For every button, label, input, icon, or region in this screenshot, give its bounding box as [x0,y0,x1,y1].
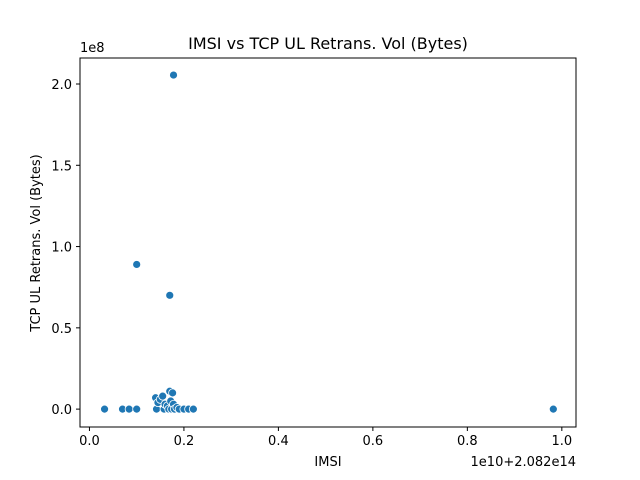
data-point [158,391,168,401]
x-tick-label: 0.8 [457,434,478,449]
x-axis-label: IMSI [314,455,341,470]
plot-area [80,58,576,427]
y-scale-label: 1e8 [80,41,105,56]
points-layer [100,70,558,414]
x-tick-label: 0.0 [79,434,100,449]
data-point [168,388,177,398]
data-point [132,260,142,269]
y-tick-label: 1.5 [51,159,72,174]
data-point [169,70,178,80]
y-tick-label: 0.5 [51,322,72,337]
x-axis: 0.0 0.2 0.4 0.6 0.8 1.0 [79,427,572,449]
data-point [188,404,198,414]
data-point [100,404,109,414]
y-tick-label: 0.0 [51,403,72,418]
x-tick-label: 0.2 [174,434,195,449]
x-offset-label: 1e10+2.082e14 [471,455,576,470]
data-point [124,404,134,414]
y-axis: 0.0 0.5 1.0 1.5 2.0 [51,78,80,418]
x-tick-label: 0.6 [363,434,384,449]
y-tick-label: 2.0 [51,78,72,93]
y-axis-label: TCP UL Retrans. Vol (Bytes) [29,154,44,332]
data-point [165,290,175,300]
x-tick-label: 0.4 [268,434,289,449]
plot-frame [79,57,577,428]
data-point [132,404,142,414]
chart-title: IMSI vs TCP UL Retrans. Vol (Bytes) [188,34,468,53]
x-tick-label: 1.0 [551,434,572,449]
data-point [548,404,558,414]
y-tick-label: 1.0 [51,241,72,256]
